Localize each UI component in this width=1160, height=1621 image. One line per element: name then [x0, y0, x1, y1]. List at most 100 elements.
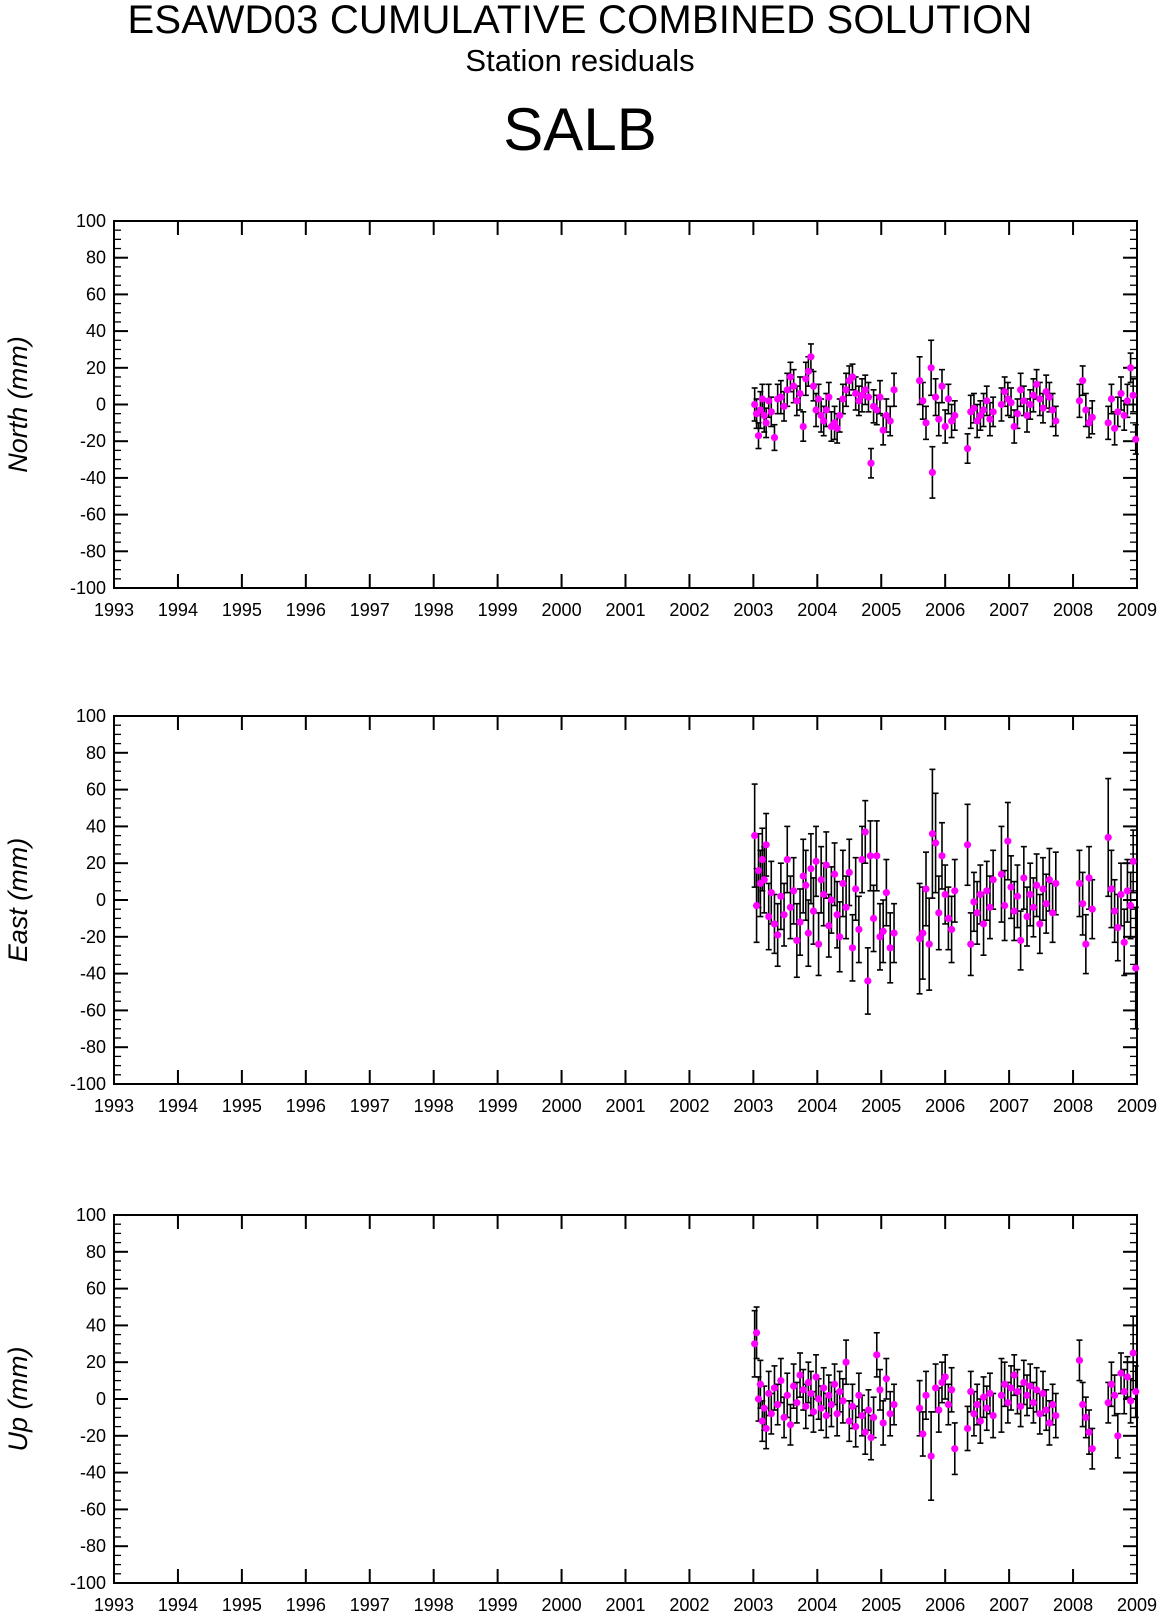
- data-point: [820, 417, 828, 425]
- y-tick-label: 60: [86, 284, 106, 304]
- data-point: [1104, 1399, 1112, 1407]
- data-point: [997, 870, 1006, 878]
- data-point: [802, 1402, 810, 1410]
- data-point: [1042, 388, 1050, 396]
- y-tick-label: 60: [86, 780, 106, 800]
- y-tick-label: 80: [86, 743, 106, 763]
- data-point: [809, 907, 818, 915]
- data-point: [1127, 1397, 1135, 1405]
- data-point: [861, 1428, 869, 1436]
- x-tick-label: 2006: [925, 1096, 965, 1116]
- x-tick-label: 2009: [1117, 1096, 1157, 1116]
- data-point: [855, 397, 863, 405]
- data-point: [1075, 879, 1084, 888]
- x-tick-label: 2004: [797, 600, 837, 620]
- y-tick-label: -40: [80, 468, 106, 488]
- data-point: [774, 1400, 782, 1409]
- data-point: [754, 866, 763, 875]
- data-point: [869, 1413, 878, 1421]
- data-point: [1088, 413, 1096, 421]
- y-tick-label: 20: [86, 853, 106, 873]
- data-point: [762, 419, 770, 427]
- up-residual-panel: -100 -80 -60 -40 -20 0 20 40 60 80 100 1993 1994 1995…: [3, 1205, 1157, 1615]
- data-point: [1079, 377, 1087, 385]
- data-point: [1013, 892, 1022, 900]
- data-point: [817, 1404, 825, 1412]
- data-point: [1104, 833, 1112, 842]
- x-tick-label: 2004: [797, 1096, 837, 1116]
- data-point: [869, 914, 878, 923]
- east-residual-panel: -100 -80 -60 -40 -20 0 20 40 60 80 100 1993 1994 1995…: [3, 706, 1157, 1116]
- data-point: [979, 1393, 988, 1401]
- data-point: [760, 411, 768, 420]
- data-point: [1123, 887, 1132, 895]
- data-point: [752, 1329, 761, 1337]
- x-tick-label: 2006: [925, 600, 965, 620]
- data-point: [770, 1384, 779, 1392]
- data-point: [1052, 1411, 1060, 1420]
- x-tick-label: 1998: [414, 600, 454, 620]
- data-point: [1111, 1391, 1119, 1399]
- data-point: [986, 903, 994, 911]
- data-point: [1039, 404, 1047, 412]
- data-point: [1017, 1402, 1025, 1410]
- data-point: [758, 1417, 766, 1425]
- data-point: [861, 828, 869, 836]
- data-point: [833, 424, 841, 432]
- data-point: [848, 944, 857, 952]
- data-point: [983, 1404, 991, 1412]
- data-point: [1075, 397, 1084, 405]
- data-point: [1049, 909, 1057, 917]
- data-point: [812, 1373, 820, 1381]
- data-point: [976, 411, 984, 420]
- data-point: [967, 1388, 975, 1396]
- data-point: [876, 393, 884, 401]
- data-point: [873, 406, 881, 414]
- data-point: [938, 852, 946, 860]
- data-point: [751, 1340, 759, 1348]
- x-tick-label: 2008: [1053, 600, 1093, 620]
- data-point: [752, 901, 761, 910]
- x-tick-label: 2003: [733, 1096, 773, 1116]
- data-point: [825, 1391, 833, 1399]
- x-tick-label: 1994: [158, 1096, 198, 1116]
- data-point: [944, 914, 952, 923]
- data-point: [825, 922, 833, 930]
- data-point: [754, 432, 763, 440]
- y-tick-label: 40: [86, 816, 106, 836]
- data-point: [1052, 417, 1060, 425]
- data-point: [1036, 395, 1044, 403]
- data-point: [814, 940, 823, 948]
- data-point: [1123, 397, 1132, 405]
- data-point: [1123, 1373, 1132, 1381]
- data-point: [1004, 1399, 1012, 1407]
- data-point: [777, 1377, 785, 1385]
- data-point: [770, 433, 779, 442]
- data-point: [916, 1404, 924, 1412]
- data-point: [1107, 885, 1116, 893]
- data-point: [1114, 924, 1122, 932]
- data-point: [814, 395, 823, 403]
- data-point: [986, 1389, 994, 1398]
- data-point: [1111, 424, 1119, 432]
- data-point: [1033, 380, 1041, 388]
- y-tick-label: -100: [70, 578, 106, 598]
- data-point: [986, 415, 994, 423]
- data-point: [1020, 874, 1028, 882]
- data-point: [858, 391, 866, 399]
- data-point: [767, 889, 775, 897]
- data-point: [1132, 435, 1140, 443]
- data-point: [1129, 391, 1137, 399]
- x-tick-label: 1999: [478, 600, 518, 620]
- data-point: [1010, 1371, 1018, 1379]
- data-point: [997, 1391, 1006, 1399]
- data-point: [1132, 964, 1140, 972]
- data-point: [867, 459, 875, 467]
- data-point: [825, 393, 833, 401]
- data-point: [827, 896, 835, 904]
- y-tick-label: -40: [80, 1463, 106, 1483]
- data-point: [1049, 1400, 1057, 1409]
- data-point: [979, 920, 988, 928]
- data-point: [807, 865, 815, 873]
